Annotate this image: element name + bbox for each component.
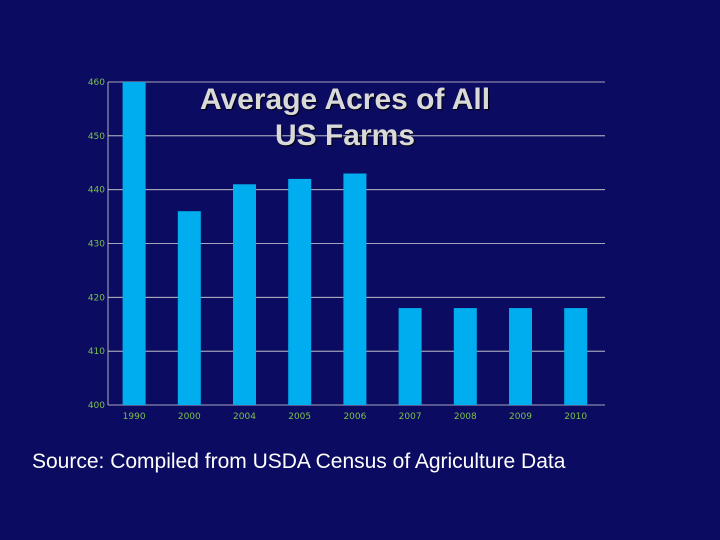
y-tick-label: 410 — [88, 347, 105, 357]
bar-2006 — [343, 173, 367, 405]
y-tick-label: 420 — [88, 293, 105, 303]
x-axis-ticks: 1990 2000 2004 2005 2006 2007 2008 2009 2010 — [123, 412, 588, 422]
y-tick-label: 440 — [88, 186, 105, 196]
y-tick-label: 430 — [88, 240, 105, 250]
bar-1990 — [122, 82, 146, 405]
x-tick-label: 2006 — [343, 412, 366, 422]
y-tick-label: 400 — [88, 401, 105, 411]
bar-2008 — [453, 308, 477, 405]
chart-title: Average Acres of All US Farms — [160, 82, 530, 154]
x-tick-label: 2005 — [288, 412, 311, 422]
x-tick-label: 1990 — [123, 412, 146, 422]
chart-title-line2: US Farms — [274, 119, 416, 152]
bar-2010 — [564, 308, 588, 405]
y-tick-label: 450 — [88, 132, 105, 142]
y-axis-ticks: 400 410 420 430 440 450 460 — [88, 78, 105, 411]
bar-2000 — [177, 211, 201, 405]
y-tick-label: 460 — [88, 78, 105, 88]
bar-2009 — [509, 308, 532, 405]
x-tick-label: 2000 — [178, 412, 201, 422]
chart-title-line1: Average Acres of All — [199, 83, 491, 116]
x-tick-label: 2010 — [564, 412, 587, 422]
x-tick-label: 2004 — [233, 412, 256, 422]
bars — [122, 82, 588, 405]
x-tick-label: 2007 — [399, 412, 422, 422]
x-tick-label: 2009 — [509, 412, 532, 422]
x-tick-label: 2008 — [454, 412, 477, 422]
bar-2007 — [398, 308, 422, 405]
bar-2005 — [288, 178, 312, 405]
bar-2004 — [233, 184, 256, 405]
source-note: Source: Compiled from USDA Census of Agr… — [32, 450, 566, 473]
